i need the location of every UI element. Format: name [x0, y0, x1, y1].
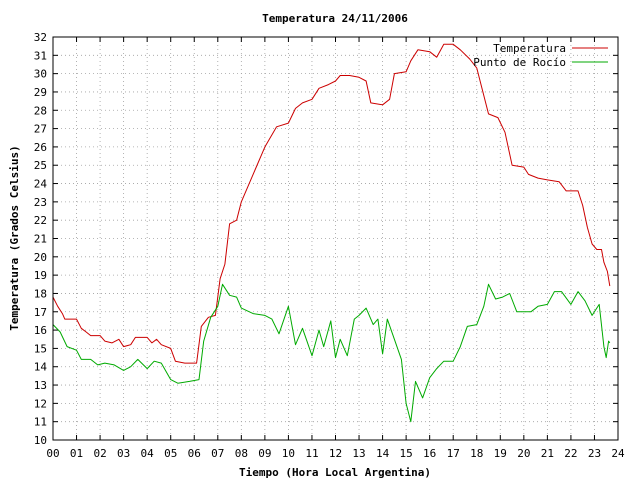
- x-tick-label: 01: [70, 447, 83, 460]
- x-tick-label: 12: [329, 447, 342, 460]
- series-line-punto-de-rocio: [52, 283, 611, 423]
- y-tick-label: 24: [34, 178, 48, 191]
- y-tick-label: 28: [34, 104, 47, 117]
- y-tick-label: 22: [34, 214, 47, 227]
- y-tick-label: 18: [34, 287, 47, 300]
- plot-frame: [52, 36, 619, 441]
- y-tick-label: 14: [34, 361, 48, 374]
- x-tick-label: 14: [376, 447, 390, 460]
- x-tick-label: 08: [235, 447, 248, 460]
- y-tick-label: 16: [34, 324, 47, 337]
- x-tick-label: 03: [117, 447, 130, 460]
- y-tick-label: 21: [34, 233, 47, 246]
- y-tick-label: 13: [34, 379, 47, 392]
- chart-title: Temperatura 24/11/2006: [262, 12, 408, 25]
- y-tick-label: 25: [34, 159, 47, 172]
- x-axis-label: Tiempo (Hora Local Argentina): [239, 466, 431, 479]
- legend-label: Temperatura: [493, 42, 566, 55]
- x-tick-label: 18: [470, 447, 483, 460]
- x-tick-label: 22: [564, 447, 577, 460]
- y-tick-label: 31: [34, 49, 47, 62]
- y-tick-label: 32: [34, 31, 47, 44]
- x-tick-label: 07: [211, 447, 224, 460]
- x-tick-label: 06: [188, 447, 201, 460]
- x-tick-label: 16: [423, 447, 436, 460]
- x-tick-label: 17: [447, 447, 460, 460]
- x-tick-label: 20: [517, 447, 530, 460]
- y-tick-labels: 10 11 12 13 14 15 16 17 18 19 20 21 22 23 24 25 26 27 28 29…: [34, 31, 48, 447]
- x-tick-label: 11: [305, 447, 318, 460]
- grid: [52, 36, 619, 441]
- series-line-temperatura: [52, 43, 611, 364]
- x-tick-label: 00: [46, 447, 59, 460]
- x-tick-label: 21: [541, 447, 554, 460]
- y-tick-label: 17: [34, 306, 47, 319]
- y-tick-label: 29: [34, 86, 47, 99]
- y-tick-label: 19: [34, 269, 47, 282]
- x-tick-label: 24: [611, 447, 625, 460]
- y-tick-label: 23: [34, 196, 47, 209]
- y-tick-label: 26: [34, 141, 47, 154]
- x-tick-label: 19: [494, 447, 507, 460]
- x-tick-label: 13: [352, 447, 365, 460]
- series-lines: [52, 43, 611, 423]
- y-axis-label: Temperatura (Grados Celsius): [8, 145, 21, 330]
- y-tick-label: 11: [34, 416, 47, 429]
- y-tick-label: 20: [34, 251, 47, 264]
- x-tick-label: 02: [93, 447, 106, 460]
- x-tick-label: 09: [258, 447, 271, 460]
- x-tick-label: 04: [141, 447, 155, 460]
- x-tick-label: 10: [282, 447, 295, 460]
- x-tick-label: 23: [588, 447, 601, 460]
- x-tick-label: 05: [164, 447, 177, 460]
- x-tick-label: 15: [400, 447, 413, 460]
- legend-label: Punto de Rocío: [473, 56, 566, 69]
- y-tick-label: 15: [34, 342, 47, 355]
- y-tick-label: 10: [34, 434, 47, 447]
- y-tick-label: 30: [34, 68, 47, 81]
- y-tick-label: 12: [34, 397, 47, 410]
- x-tick-labels: 00 01 02 03 04 05 06 07 08 09 10 11 12 13 14 15 16 17 18 19…: [46, 447, 625, 460]
- y-tick-label: 27: [34, 123, 47, 136]
